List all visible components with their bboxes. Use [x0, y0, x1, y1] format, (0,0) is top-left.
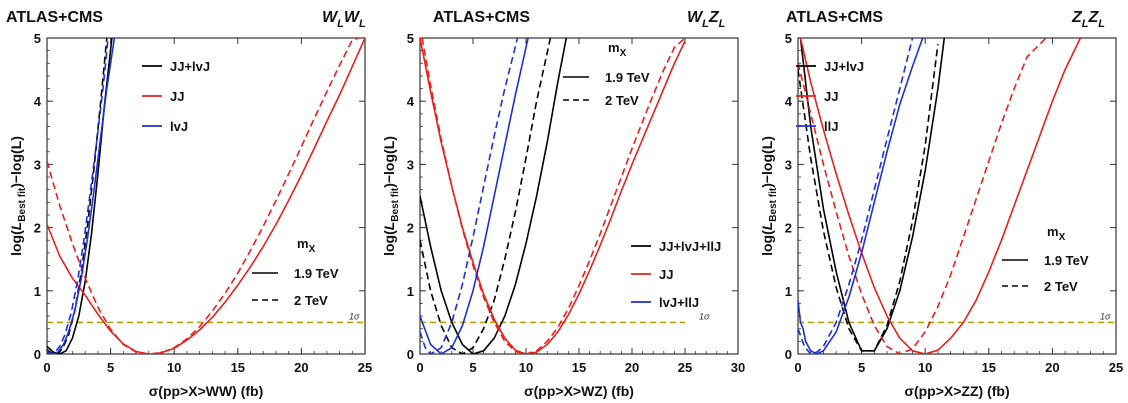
x-tick-label: 0: [416, 360, 423, 375]
legend-label: JJ+lvJ: [824, 59, 864, 74]
series-jj-lvj-llj-solid: [420, 38, 568, 354]
sigma-label: 1σ: [349, 311, 360, 321]
channel-label: WLWL: [322, 9, 366, 30]
series-jj-dashed: [47, 38, 359, 354]
panel-title: ATLAS+CMS: [6, 9, 103, 26]
mass-legend-label: 1.9 TeV: [605, 70, 650, 85]
x-tick-label: 0: [43, 360, 50, 375]
series-jj-lvj-dashed: [798, 44, 939, 352]
panel-title: ATLAS+CMS: [786, 9, 883, 26]
y-tick-label: 2: [407, 221, 414, 236]
channel-label: ZLZL: [1071, 9, 1105, 30]
legend-label: JJ: [659, 267, 673, 282]
x-axis-label: σ(pp>X>WW) (fb): [149, 383, 264, 399]
x-tick-label: 10: [918, 360, 932, 375]
mass-legend-label: 2 TeV: [294, 293, 328, 308]
series-llj-dashed: [798, 38, 914, 354]
x-tick-label: 20: [294, 360, 308, 375]
x-tick-label: 5: [107, 360, 114, 375]
y-tick-label: 4: [34, 94, 42, 109]
channel-label: WLZL: [687, 9, 726, 30]
y-tick-label: 4: [407, 94, 415, 109]
y-tick-label: 3: [34, 157, 41, 172]
x-tick-label: 25: [678, 360, 692, 375]
y-tick-label: 2: [34, 221, 41, 236]
series-lvj-dashed: [47, 38, 109, 354]
mass-legend-label: 1.9 TeV: [1044, 253, 1089, 268]
series-llj-solid: [798, 38, 924, 354]
y-axis-label: log(LBest fit)−log(L): [381, 136, 401, 256]
plot-frame: [46, 37, 366, 355]
sigma-label: 1σ: [1100, 311, 1111, 321]
legend-label: llJ: [824, 119, 838, 134]
x-axis-label: σ(pp>X>WZ) (fb): [524, 383, 634, 399]
x-tick-label: 10: [167, 360, 181, 375]
series-jj-lvj-llj-dashed: [420, 38, 552, 354]
x-tick-label: 15: [572, 360, 586, 375]
y-tick-label: 4: [785, 94, 793, 109]
sigma-label: 1σ: [699, 311, 710, 321]
x-tick-label: 30: [731, 360, 745, 375]
y-axis-label: log(LBest fit)−log(L): [8, 136, 28, 256]
y-tick-label: 1: [34, 284, 41, 299]
series-lvj-llj-dashed: [420, 38, 519, 354]
x-tick-label: 0: [794, 360, 801, 375]
series-lvj-solid: [47, 38, 116, 354]
x-tick-label: 5: [469, 360, 476, 375]
y-tick-label: 0: [785, 347, 792, 362]
x-axis-label: σ(pp>X>ZZ) (fb): [904, 383, 1009, 399]
legend-label: JJ: [824, 89, 838, 104]
panel-3: 0 5 10 15 20 25 0 1 2 3 4 5 σ(pp>X>ZZ) (fb) log(LBest…: [759, 9, 1123, 399]
mass-legend-title: mX: [297, 236, 316, 255]
y-axis-label: log(LBest fit)−log(L): [759, 136, 779, 256]
series-jj-dashed: [798, 38, 1047, 354]
mass-legend-label: 2 TeV: [1044, 279, 1078, 294]
panel-2: 0 5 10 15 20 25 30 0 1 2 3 4 5 σ(pp>X>WZ) (fb) log(LBe…: [381, 9, 745, 399]
series-jj-solid: [47, 38, 365, 354]
y-tick-label: 2: [785, 221, 792, 236]
x-tick-label: 10: [519, 360, 533, 375]
legend-label: JJ+lvJ+llJ: [659, 239, 721, 254]
mass-legend-label: 2 TeV: [605, 93, 639, 108]
series-jj-solid: [420, 38, 686, 354]
y-tick-label: 1: [407, 284, 414, 299]
panel-1: 0 5 10 15 20 25 0 1 2 3 4 5 σ(pp>X>WW) (fb) log(LBest…: [6, 9, 372, 399]
legend-label: JJ+lvJ: [170, 59, 210, 74]
x-tick-label: 20: [625, 360, 639, 375]
x-tick-label: 20: [1045, 360, 1059, 375]
y-tick-label: 5: [34, 31, 41, 46]
series-jj-solid: [799, 38, 1082, 354]
legend-label: JJ: [170, 89, 184, 104]
legend-label: lvJ: [170, 119, 188, 134]
plot-frame: [797, 37, 1117, 355]
panel-title: ATLAS+CMS: [433, 9, 530, 26]
mass-legend-label: 1.9 TeV: [294, 266, 339, 281]
x-tick-label: 15: [231, 360, 245, 375]
x-tick-label: 5: [858, 360, 865, 375]
y-tick-label: 0: [407, 347, 414, 362]
x-tick-label: 25: [1109, 360, 1123, 375]
y-tick-label: 3: [785, 157, 792, 172]
y-tick-label: 5: [785, 31, 792, 46]
x-tick-label: 25: [358, 360, 372, 375]
y-tick-label: 3: [407, 157, 414, 172]
mass-legend-title: mX: [1047, 224, 1066, 243]
x-tick-label: 15: [982, 360, 996, 375]
series-lvj-llj-solid: [420, 38, 529, 354]
y-tick-label: 1: [785, 284, 792, 299]
legend-label: lvJ+llJ: [659, 295, 699, 310]
y-tick-label: 5: [407, 31, 414, 46]
mass-legend-title: mX: [608, 40, 627, 59]
y-tick-label: 0: [34, 347, 41, 362]
series-jj-dashed: [421, 38, 686, 354]
